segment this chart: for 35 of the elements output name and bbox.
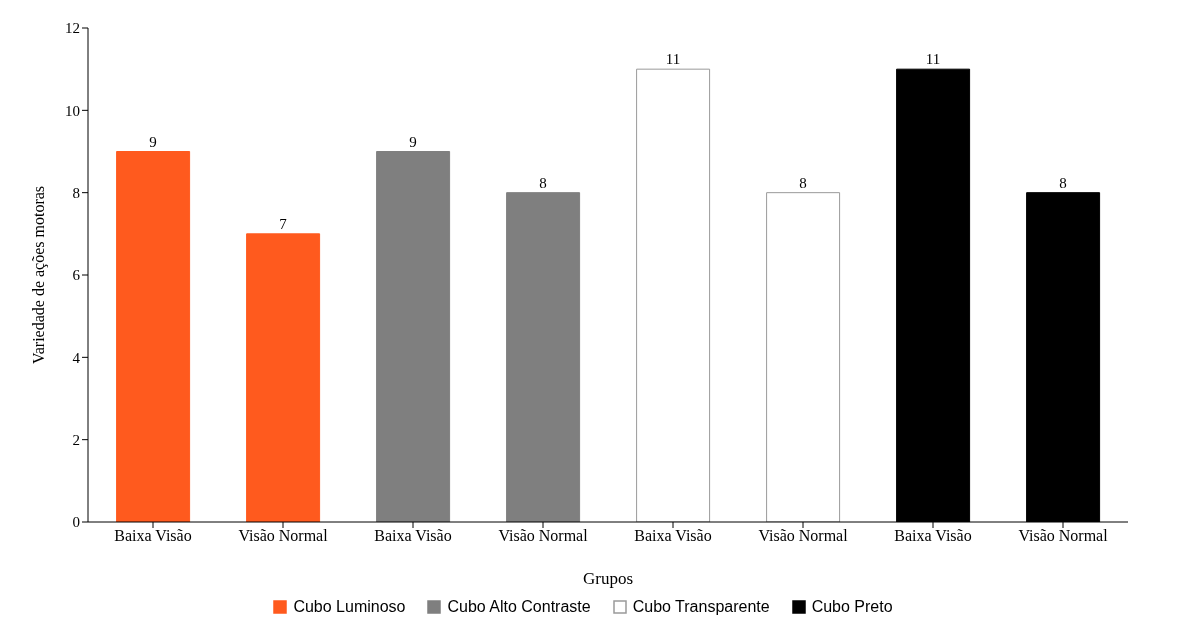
y-tick-label: 12 — [65, 20, 80, 37]
y-tick-label: 0 — [72, 514, 80, 531]
data-label: 8 — [1059, 174, 1067, 191]
data-label: 11 — [925, 51, 941, 68]
legend-label: Cubo Luminoso — [293, 598, 406, 616]
data-label: 9 — [149, 133, 157, 150]
x-tick-label: Baixa Visão — [374, 527, 452, 545]
legend-label: Cubo Alto Contraste — [447, 598, 591, 616]
x-tick-label: Visão Normal — [498, 527, 589, 545]
bar — [506, 192, 581, 522]
y-tick-label: 8 — [72, 184, 80, 201]
y-tick-label: 2 — [72, 431, 80, 448]
x-tick-label: Visão Normal — [758, 527, 849, 545]
x-axis-title: Grupos — [582, 569, 634, 588]
bar — [636, 68, 711, 522]
data-label: 7 — [279, 215, 288, 232]
legend-label: Cubo Transparente — [632, 598, 770, 616]
data-label: 11 — [665, 51, 681, 68]
y-axis-title: Variedade de ações motoras — [29, 185, 48, 365]
data-label: 8 — [539, 174, 547, 191]
y-tick-label: 6 — [72, 267, 81, 284]
legend-label: Cubo Preto — [811, 598, 893, 616]
bar — [766, 192, 841, 522]
data-label: 9 — [409, 133, 417, 150]
y-tick-label: 10 — [65, 102, 80, 119]
bar — [246, 233, 321, 522]
y-tick-label: 4 — [72, 349, 81, 366]
x-tick-label: Visão Normal — [1018, 527, 1109, 545]
bar — [376, 151, 451, 522]
x-tick-label: Baixa Visão — [114, 527, 192, 545]
x-tick-label: Baixa Visão — [894, 527, 972, 545]
x-tick-label: Baixa Visão — [634, 527, 712, 545]
x-tick-label: Visão Normal — [238, 527, 329, 545]
bar — [116, 151, 191, 522]
data-label: 8 — [799, 174, 807, 191]
